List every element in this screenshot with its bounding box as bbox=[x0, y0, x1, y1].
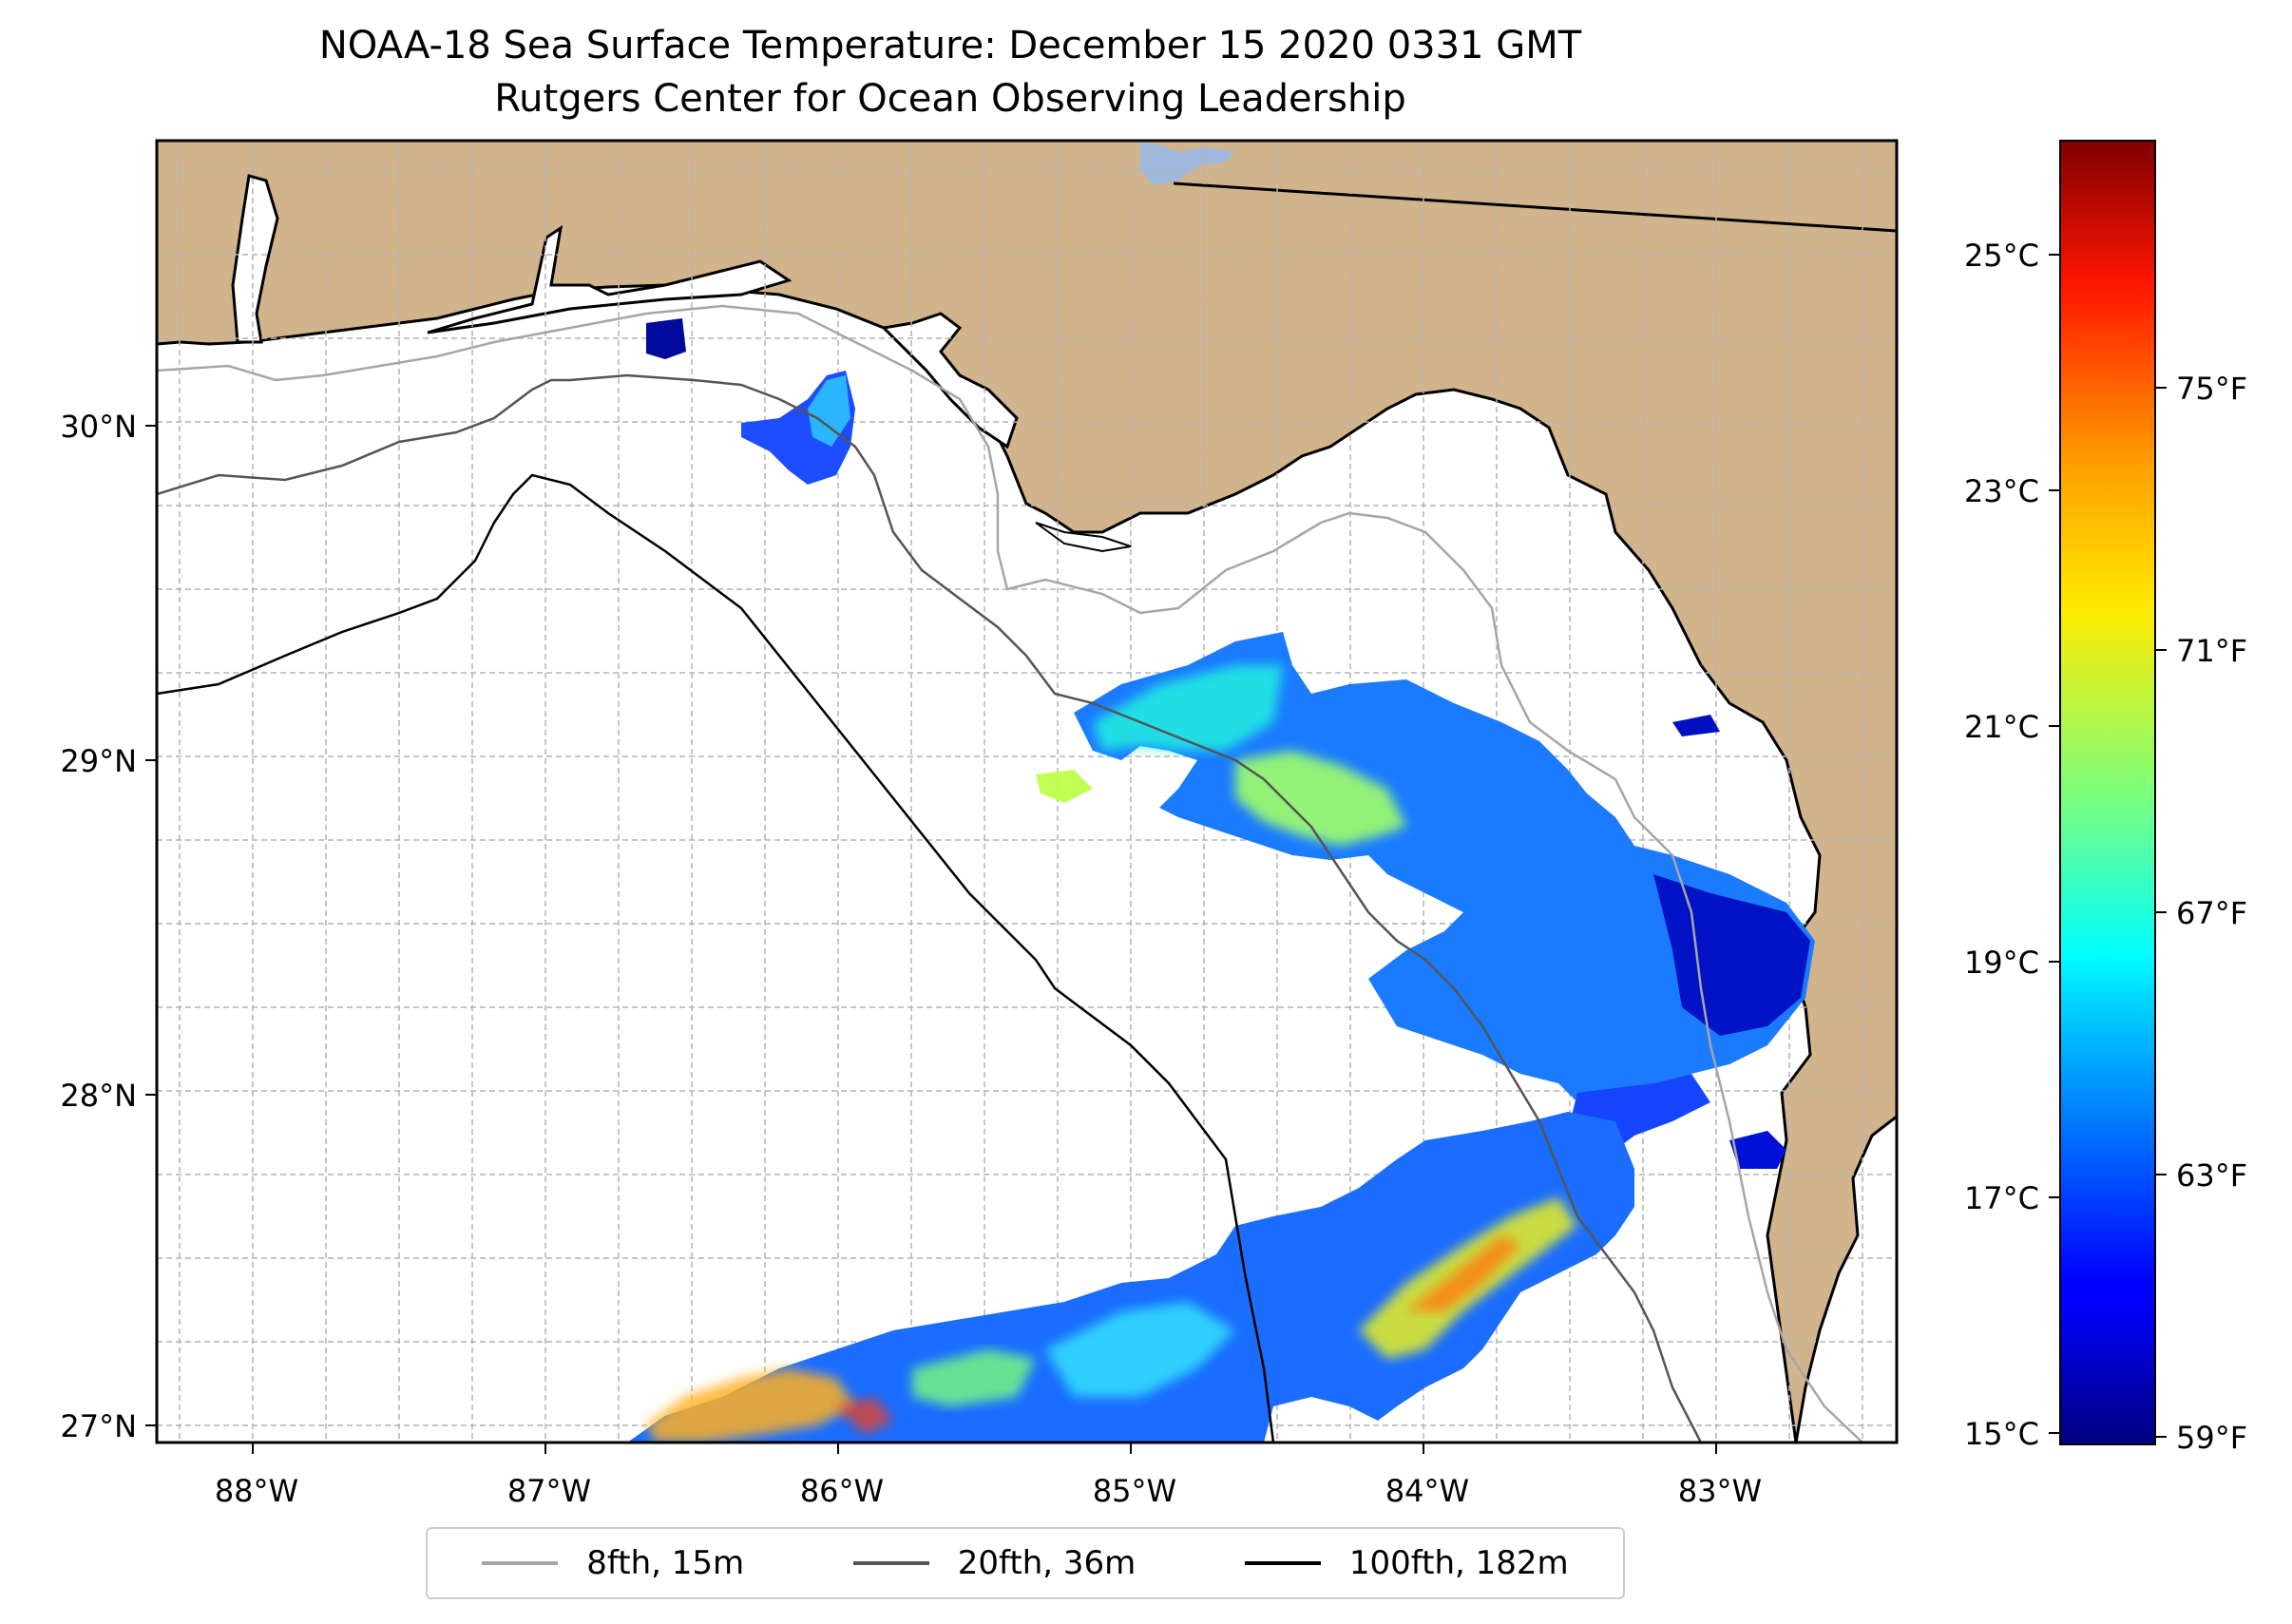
fahrenheit-tick-label: 63°F bbox=[2176, 1157, 2247, 1194]
map-frame bbox=[155, 139, 1899, 1444]
lon-tick-label: 87°W bbox=[507, 1473, 591, 1509]
isobath-100fth bbox=[157, 473, 1275, 1442]
lake bbox=[1140, 143, 1235, 185]
legend-swatch bbox=[482, 1561, 559, 1565]
chart-subtitle: Rutgers Center for Ocean Observing Leade… bbox=[494, 77, 1406, 121]
longitude-ticks bbox=[252, 1442, 1717, 1454]
sst-patch-southeast bbox=[1729, 1131, 1786, 1169]
state-boundary bbox=[1173, 182, 1897, 233]
colorbar bbox=[2059, 140, 2156, 1445]
lat-tick-label: 27°N bbox=[60, 1408, 137, 1444]
legend-item-100fth: 100fth, 182m bbox=[1244, 1544, 1569, 1582]
sst-patch-south bbox=[646, 1368, 855, 1442]
sst-patch-south bbox=[627, 1112, 1634, 1442]
bay bbox=[1035, 522, 1132, 553]
lat-tick-label: 30°N bbox=[60, 409, 137, 445]
sst-patch-south bbox=[836, 1397, 893, 1435]
isobath-20fth bbox=[157, 373, 1703, 1442]
sst-patch-northwest bbox=[808, 375, 850, 447]
sst-patch-panhandle bbox=[646, 318, 686, 359]
bay bbox=[880, 312, 1019, 449]
celsius-tick-label: 19°C bbox=[1964, 945, 2039, 981]
legend-label: 8fth, 15m bbox=[586, 1544, 745, 1582]
fahrenheit-tick-label: 59°F bbox=[2176, 1420, 2247, 1456]
sst-data bbox=[627, 318, 1815, 1442]
isobaths bbox=[157, 304, 1863, 1442]
celsius-tick-label: 25°C bbox=[1964, 238, 2039, 274]
isobath-8fth bbox=[157, 304, 1863, 1442]
celsius-tick-label: 17°C bbox=[1964, 1180, 2039, 1216]
legend-item-8fth: 8fth, 15m bbox=[482, 1544, 744, 1582]
celsius-tick-label: 23°C bbox=[1964, 473, 2039, 509]
celsius-tick-label: 15°C bbox=[1964, 1416, 2039, 1452]
lon-tick-label: 88°W bbox=[215, 1473, 298, 1509]
bay bbox=[427, 224, 793, 334]
chart-title: NOAA-18 Sea Surface Temperature: Decembe… bbox=[318, 24, 1582, 67]
celsius-tick-label: 21°C bbox=[1964, 709, 2039, 745]
colorbar-fahrenheit-ticks bbox=[2155, 387, 2167, 1438]
lon-tick-label: 83°W bbox=[1678, 1473, 1762, 1509]
sst-patch-south bbox=[1045, 1302, 1235, 1397]
fahrenheit-tick-label: 67°F bbox=[2176, 895, 2247, 931]
lat-tick-label: 29°N bbox=[60, 743, 137, 779]
lat-tick-label: 28°N bbox=[60, 1078, 137, 1114]
lon-tick-label: 85°W bbox=[1093, 1473, 1176, 1509]
bay bbox=[231, 174, 279, 344]
sst-patch-bigbend bbox=[1074, 632, 1815, 1102]
latitude-ticks bbox=[145, 425, 157, 1426]
fahrenheit-tick-label: 75°F bbox=[2176, 371, 2247, 407]
fahrenheit-tick-label: 71°F bbox=[2176, 633, 2247, 669]
lon-tick-label: 86°W bbox=[800, 1473, 884, 1509]
sst-patch-bigbend bbox=[1093, 665, 1283, 751]
legend-swatch bbox=[852, 1561, 929, 1565]
land-area bbox=[157, 141, 1897, 1442]
colorbar-celsius-ticks bbox=[2049, 254, 2060, 1434]
sst-patch-south bbox=[1406, 1235, 1520, 1311]
legend-item-20fth: 20fth, 36m bbox=[852, 1544, 1136, 1582]
legend: 8fth, 15m 20fth, 36m 100fth, 182m bbox=[426, 1527, 1625, 1599]
legend-label: 100fth, 182m bbox=[1348, 1544, 1569, 1582]
sst-patch-bigbend bbox=[1235, 751, 1406, 846]
sst-patch-bigbend bbox=[1036, 770, 1093, 803]
sst-patch-northeast bbox=[1672, 715, 1720, 736]
legend-label: 20fth, 36m bbox=[957, 1544, 1136, 1582]
sst-patch-south bbox=[912, 1349, 1036, 1406]
legend-swatch bbox=[1244, 1561, 1321, 1565]
lon-tick-label: 84°W bbox=[1385, 1473, 1469, 1509]
